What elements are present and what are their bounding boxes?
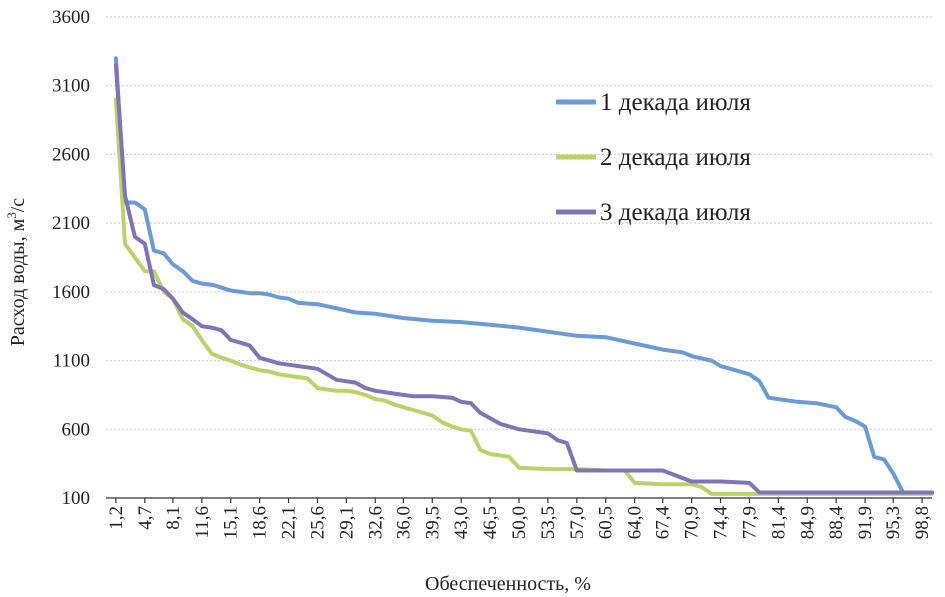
x-tick-label: 50,0 [509, 506, 530, 539]
x-tick-label: 57,0 [567, 506, 588, 539]
gridlines [106, 16, 932, 430]
x-tick-label: 22,1 [279, 506, 300, 539]
axes [106, 497, 932, 503]
y-tick-label: 1100 [53, 351, 90, 372]
x-tick-label: 77,9 [739, 506, 760, 539]
x-tick-label: 39,5 [422, 506, 443, 539]
y-axis-title-sup: 3 [4, 212, 19, 219]
series-line-2 [113, 97, 934, 496]
x-tick-label: 11,6 [192, 506, 213, 539]
x-tick-labels: 1,2 4,7 8,1 11,6 15,1 18,6 22,1 25,6 29,1 32,6 36,… [106, 506, 933, 540]
y-axis-title-main: Расход воды, м [7, 218, 29, 346]
y-tick-label: 2100 [52, 213, 90, 234]
legend: 1 декада июля 2 декада июля 3 декада июля [556, 89, 751, 226]
x-tick-label: 8,1 [163, 506, 184, 530]
legend-label-2: 2 декада июля [600, 144, 751, 171]
x-tick-label: 46,5 [480, 506, 501, 539]
x-tick-label: 18,6 [250, 506, 271, 539]
x-tick-label: 60,5 [596, 506, 617, 539]
series-line-3 [113, 63, 934, 495]
legend-label-1: 1 декада июля [600, 89, 751, 116]
x-tick-label: 53,5 [538, 506, 559, 539]
x-tick-label: 91,9 [855, 506, 876, 539]
x-tick-label: 64,0 [625, 506, 646, 539]
x-tick-label: 95,3 [883, 506, 904, 539]
y-axis-title-tail: /с [7, 198, 29, 213]
x-tick-label: 43,0 [451, 506, 472, 539]
x-tick-label: 25,6 [307, 506, 328, 539]
x-tick-label: 15,1 [221, 506, 242, 539]
y-tick-label: 3600 [52, 7, 90, 28]
y-axis-title: Расход воды, м3/с [4, 198, 29, 347]
series-line-1 [113, 56, 934, 495]
x-tick-label: 84,9 [797, 506, 818, 539]
x-tick-label: 88,4 [826, 506, 847, 540]
y-tick-label: 3100 [52, 76, 90, 97]
x-tick-label: 98,8 [912, 506, 933, 539]
x-tick-label: 4,7 [135, 506, 156, 530]
legend-label-3: 3 декада июля [600, 199, 751, 226]
x-tick-label: 32,6 [365, 506, 386, 539]
x-tick-label: 1,2 [106, 506, 127, 530]
y-tick-label: 1600 [52, 282, 90, 303]
y-tick-label: 2600 [52, 144, 90, 165]
x-tick-label: 29,1 [336, 506, 357, 539]
y-tick-labels: 100 600 1100 1600 2100 2600 3100 3600 [52, 7, 90, 509]
series-lines [113, 56, 934, 496]
x-tick-label: 36,0 [393, 506, 414, 539]
x-tick-label: 81,4 [768, 506, 789, 540]
y-tick-label: 600 [62, 419, 91, 440]
y-tick-label: 100 [62, 488, 91, 509]
x-tick-label: 70,9 [682, 506, 703, 539]
x-tick-label: 74,4 [711, 506, 732, 540]
x-axis-title: Обеспеченность, % [425, 573, 591, 595]
x-tick-label: 67,4 [653, 506, 674, 540]
